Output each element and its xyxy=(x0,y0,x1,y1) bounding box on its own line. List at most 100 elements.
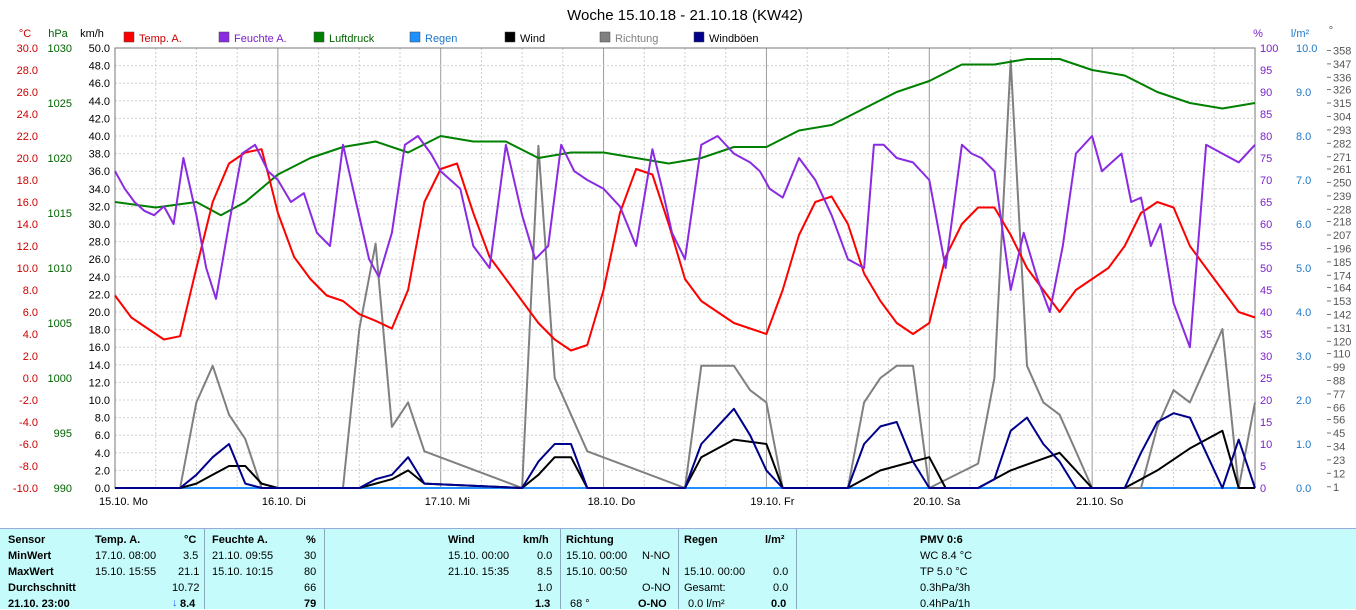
header-feuchte-unit: % xyxy=(306,534,316,546)
direction-tick-label: 271 xyxy=(1333,152,1351,164)
current-temp-value: 8.4 xyxy=(180,598,196,610)
direction-tick-label: 142 xyxy=(1333,309,1351,321)
temp-tick-label: 24.0 xyxy=(17,109,38,121)
direction-tick-label: 153 xyxy=(1333,296,1351,308)
min-feuchte-datetime: 21.10. 09:55 xyxy=(212,550,274,562)
chart-axes: 30.028.026.024.022.020.018.016.014.012.0… xyxy=(13,25,1351,508)
temp-tick-label: 16.0 xyxy=(17,197,38,209)
direction-tick-label: 34 xyxy=(1333,441,1345,453)
temp-tick-label: 4.0 xyxy=(23,329,38,341)
header-regen-unit: l/m² xyxy=(765,534,785,546)
humidity-tick-label: 45 xyxy=(1260,285,1272,297)
row-min-label: MinWert xyxy=(8,550,52,562)
header-regen: Regen xyxy=(684,534,718,546)
wind-tick-label: 46.0 xyxy=(89,78,110,90)
temp-tick-label: 30.0 xyxy=(17,43,38,55)
humidity-tick-label: 80 xyxy=(1260,131,1272,143)
wind-tick-label: 8.0 xyxy=(95,413,110,425)
humidity-tick-label: 50 xyxy=(1260,263,1272,275)
current-wind-value: 1.3 xyxy=(535,598,551,610)
x-tick-label: 17.10. Mi xyxy=(425,496,470,508)
min-richtung-datetime: 15.10. 00:00 xyxy=(566,550,628,562)
pressure-tick-label: 1020 xyxy=(48,153,72,165)
direction-tick-label: 315 xyxy=(1333,98,1351,110)
header-pmv: PMV 0:6 xyxy=(920,534,963,546)
avg-regen-label: Gesamt: xyxy=(684,582,726,594)
wind-tick-label: 44.0 xyxy=(89,96,110,108)
humidity-tick-label: 60 xyxy=(1260,219,1272,231)
legend-swatch xyxy=(123,31,135,43)
humidity-tick-label: 65 xyxy=(1260,197,1272,209)
header-wind: Wind xyxy=(448,534,475,546)
direction-tick-label: 207 xyxy=(1333,230,1351,242)
pmv-pressure-3h: 0.3hPa/3h xyxy=(920,582,971,594)
statistics-table: Sensor Temp. A. °C Feuchte A. % Wind km/… xyxy=(0,528,1356,610)
max-feuchte-value: 80 xyxy=(304,566,317,578)
x-tick-label: 15.10. Mo xyxy=(99,496,148,508)
wind-tick-label: 2.0 xyxy=(95,465,110,477)
direction-tick-label: 23 xyxy=(1333,455,1345,467)
direction-tick-label: 56 xyxy=(1333,415,1345,427)
chart-title: Woche 15.10.18 - 21.10.18 (KW42) xyxy=(567,7,803,24)
rain-tick-label: 9.0 xyxy=(1296,87,1311,99)
wind-tick-label: 26.0 xyxy=(89,254,110,266)
legend-label: Wind xyxy=(520,33,545,45)
header-sensor: Sensor xyxy=(8,534,46,546)
chart-series xyxy=(114,58,1256,489)
min-temp-value: 3.5 xyxy=(183,550,199,562)
max-wind-value: 8.5 xyxy=(537,566,553,578)
direction-tick-label: 110 xyxy=(1333,349,1351,361)
legend-swatch xyxy=(693,31,705,43)
wind-tick-label: 14.0 xyxy=(89,360,110,372)
temp-tick-label: -2.0 xyxy=(19,395,38,407)
current-feuchte-value: 79 xyxy=(304,598,317,610)
min-richtung-value: N-NO xyxy=(642,550,671,562)
avg-regen-value: 0.0 xyxy=(773,582,789,594)
rain-tick-label: 10.0 xyxy=(1296,43,1317,55)
rain-tick-label: 3.0 xyxy=(1296,351,1311,363)
chart-legend: Temp. A. Feuchte A. Luftdruck Regen Wind Rich… xyxy=(123,31,759,45)
temp-tick-label: 8.0 xyxy=(23,285,38,297)
wind-tick-label: 36.0 xyxy=(89,166,110,178)
humidity-tick-label: 75 xyxy=(1260,153,1272,165)
temp-tick-label: 18.0 xyxy=(17,175,38,187)
rain-axis-unit: l/m² xyxy=(1291,28,1310,40)
direction-tick-label: 336 xyxy=(1333,72,1351,84)
humidity-tick-label: 95 xyxy=(1260,65,1272,77)
direction-tick-label: 304 xyxy=(1333,111,1351,123)
rain-tick-label: 8.0 xyxy=(1296,131,1311,143)
legend-label: Feuchte A. xyxy=(234,33,287,45)
rain-tick-label: 6.0 xyxy=(1296,219,1311,231)
direction-tick-label: 1 xyxy=(1333,482,1339,494)
pmv-tp: TP 5.0 °C xyxy=(920,566,968,578)
max-temp-datetime: 15.10. 15:55 xyxy=(95,566,157,578)
temp-tick-label: 2.0 xyxy=(23,351,38,363)
temp-tick-label: 0.0 xyxy=(23,373,38,385)
row-max-label: MaxWert xyxy=(8,566,54,578)
humidity-tick-label: 25 xyxy=(1260,373,1272,385)
wind-tick-label: 12.0 xyxy=(89,377,110,389)
temp-tick-label: 6.0 xyxy=(23,307,38,319)
direction-tick-label: 293 xyxy=(1333,125,1351,137)
series-line-feuchte-a xyxy=(114,135,1256,349)
max-feuchte-datetime: 15.10. 10:15 xyxy=(212,566,274,578)
humidity-tick-label: 20 xyxy=(1260,395,1272,407)
rain-tick-label: 4.0 xyxy=(1296,307,1311,319)
rain-tick-label: 1.0 xyxy=(1296,439,1311,451)
avg-richtung-value: O-NO xyxy=(642,582,671,594)
temp-tick-label: 20.0 xyxy=(17,153,38,165)
x-tick-label: 16.10. Di xyxy=(262,496,306,508)
legend-swatch xyxy=(409,31,421,43)
wind-axis-unit: km/h xyxy=(80,28,104,40)
humidity-axis-unit: % xyxy=(1253,28,1263,40)
rain-tick-label: 5.0 xyxy=(1296,263,1311,275)
legend-swatch xyxy=(313,31,325,43)
temp-tick-label: -8.0 xyxy=(19,461,38,473)
max-regen-value: 0.0 xyxy=(773,566,789,578)
pressure-tick-label: 1030 xyxy=(48,43,72,55)
legend-swatch xyxy=(218,31,230,43)
x-tick-label: 21.10. So xyxy=(1076,496,1123,508)
pressure-tick-label: 1005 xyxy=(48,318,72,330)
max-temp-value: 21.1 xyxy=(178,566,200,578)
avg-wind-value: 1.0 xyxy=(537,582,553,594)
